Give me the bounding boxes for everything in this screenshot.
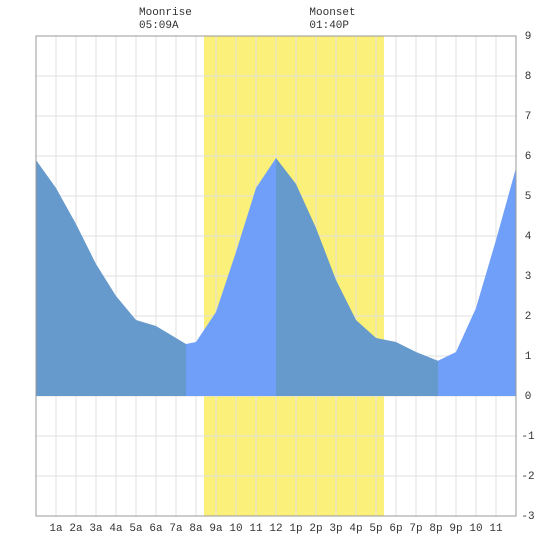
x-tick-label: 10 bbox=[229, 523, 242, 535]
x-tick-label: 12 bbox=[269, 523, 282, 535]
y-tick-label: 8 bbox=[525, 71, 532, 83]
x-tick-label: 3a bbox=[89, 523, 103, 535]
y-tick-label: 2 bbox=[525, 311, 532, 323]
event-name: Moonset bbox=[309, 7, 355, 19]
y-tick-label: 3 bbox=[525, 271, 532, 283]
x-tick-label: 4p bbox=[349, 523, 362, 535]
event-name: Moonrise bbox=[139, 7, 192, 19]
x-tick-label: 1p bbox=[289, 523, 302, 535]
plot-border bbox=[35, 35, 517, 517]
rising-tide bbox=[438, 168, 516, 396]
x-tick-label: 9a bbox=[209, 523, 223, 535]
y-tick-label: -3 bbox=[521, 511, 534, 523]
x-tick-label: 8p bbox=[429, 523, 442, 535]
y-tick-label: 0 bbox=[525, 391, 532, 403]
x-tick-label: 5p bbox=[369, 523, 382, 535]
y-tick-label: 1 bbox=[525, 351, 532, 363]
x-tick-label: 11 bbox=[249, 523, 263, 535]
y-tick-label: 9 bbox=[525, 31, 532, 43]
x-tick-label: 8a bbox=[189, 523, 203, 535]
y-tick-label: 4 bbox=[525, 231, 532, 243]
rising-tide bbox=[186, 158, 276, 396]
x-tick-label: 7a bbox=[169, 523, 183, 535]
y-tick-label: 5 bbox=[525, 191, 532, 203]
falling-tide bbox=[36, 160, 186, 396]
x-tick-label: 9p bbox=[449, 523, 462, 535]
x-tick-label: 4a bbox=[109, 523, 123, 535]
event-time: 01:40P bbox=[309, 20, 349, 32]
y-tick-label: 6 bbox=[525, 151, 532, 163]
falling-tide bbox=[276, 158, 438, 396]
event-time: 05:09A bbox=[139, 20, 179, 32]
x-tick-label: 1a bbox=[49, 523, 63, 535]
y-tick-label: -2 bbox=[521, 471, 534, 483]
x-tick-label: 6p bbox=[389, 523, 402, 535]
x-tick-label: 2p bbox=[309, 523, 322, 535]
y-tick-label: 7 bbox=[525, 111, 532, 123]
x-tick-label: 5a bbox=[129, 523, 143, 535]
y-tick-label: -1 bbox=[521, 431, 535, 443]
x-tick-label: 10 bbox=[469, 523, 482, 535]
x-tick-label: 11 bbox=[489, 523, 503, 535]
x-tick-label: 6a bbox=[149, 523, 163, 535]
x-tick-label: 2a bbox=[69, 523, 83, 535]
x-tick-label: 7p bbox=[409, 523, 422, 535]
x-tick-label: 3p bbox=[329, 523, 342, 535]
